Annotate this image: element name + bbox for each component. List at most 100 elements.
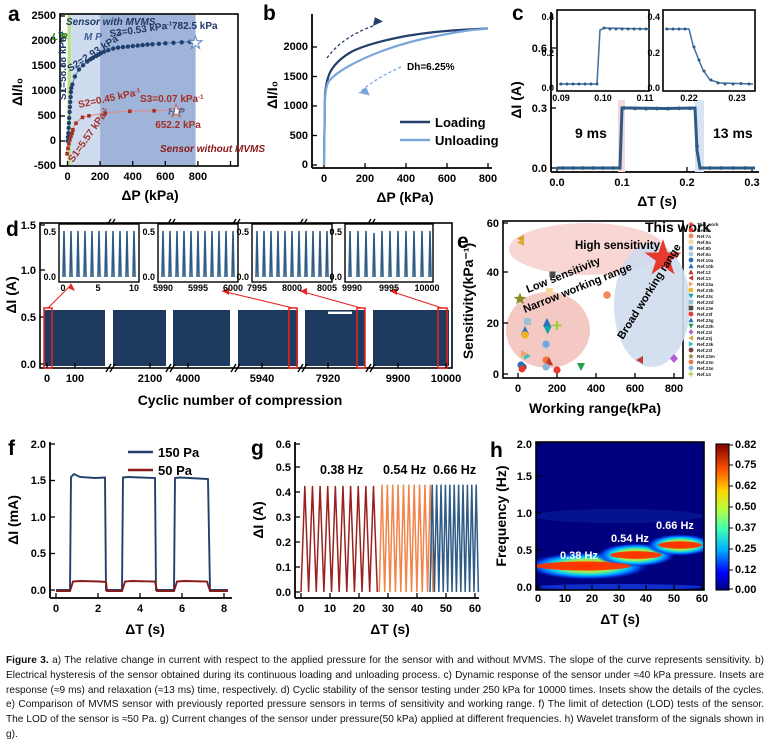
- svg-text:0.75: 0.75: [735, 459, 756, 471]
- panel-h-xticks: 0 10 20 30 40 50 60: [535, 593, 708, 605]
- svg-text:1000: 1000: [284, 100, 308, 112]
- svg-text:20: 20: [353, 603, 365, 615]
- svg-text:0.0: 0.0: [647, 83, 660, 93]
- svg-text:0.23: 0.23: [728, 93, 746, 103]
- svg-text:0.0: 0.0: [21, 359, 36, 371]
- legend-label: Ref.23o: [697, 366, 714, 371]
- svg-text:1.5: 1.5: [517, 471, 532, 483]
- panel-f-chart: 0.0 0.5 1.0 1.5 2.0 0 2 4 6 8 ΔT (s) ΔI …: [5, 439, 232, 637]
- panel-a-blue-max-star: [187, 34, 204, 50]
- svg-text:0.6: 0.6: [276, 439, 291, 451]
- panel-a-mp-label: M P: [84, 32, 102, 43]
- panel-d-inset-4: 0.0 0.5 9990 9995 10000: [329, 223, 440, 293]
- legend-label: Ref.23i: [697, 330, 712, 335]
- panel-f-xticks: 0 2 4 6 8: [53, 603, 227, 615]
- panel-e-xlabel: Working range(kPa): [529, 400, 661, 416]
- svg-text:10: 10: [559, 593, 571, 605]
- legend-marker: [688, 311, 694, 317]
- panel-c: c 0.0 0.3 0.6 0.0 0.1 0.2 0.3 ΔT (s) ΔI …: [505, 0, 769, 218]
- panel-h-label-054: 0.54 Hz: [611, 533, 649, 545]
- legend-label: Ref.23j: [697, 336, 712, 341]
- legend-marker: [688, 335, 694, 341]
- svg-text:1500: 1500: [32, 60, 56, 72]
- figure-3-panels: a -500 0 500 1000 1500 2000 2500: [3, 0, 769, 637]
- svg-text:-500: -500: [34, 160, 56, 172]
- svg-text:0: 0: [535, 593, 541, 605]
- legend-label: Ref.23d: [697, 300, 714, 305]
- panel-e-xticks: 0 200 400 600 800: [515, 383, 683, 395]
- panel-g-xlabel: ΔT (s): [370, 621, 410, 637]
- panel-c-chart: 0.0 0.3 0.6 0.0 0.1 0.2 0.3 ΔT (s) ΔI (A…: [508, 9, 760, 209]
- svg-text:4000: 4000: [176, 373, 200, 385]
- panel-b-yticks: 0 500 1000 1500 2000: [284, 41, 308, 171]
- legend-marker: [688, 317, 694, 323]
- panel-g-chart: 0.0 0.1 0.2 0.3 0.4 0.5 0.6 0 10 20 30 4…: [250, 439, 481, 637]
- svg-text:0.5: 0.5: [276, 462, 291, 474]
- panel-h-xlabel: ΔT (s): [600, 611, 640, 627]
- panel-h-letter: h: [490, 439, 503, 462]
- panel-d-axes: [39, 222, 453, 369]
- svg-text:0.0: 0.0: [276, 587, 291, 599]
- panel-c-fall-label: 13 ms: [713, 125, 753, 141]
- svg-text:0.82: 0.82: [735, 439, 756, 451]
- svg-text:0.1: 0.1: [614, 177, 629, 189]
- panel-b-legend-loading: Loading: [435, 115, 486, 130]
- svg-text:0.3: 0.3: [532, 103, 547, 115]
- panel-d-xticks: 0 100 2100 4000 5940 7920 9900 10000: [44, 373, 461, 385]
- panel-a-ylabel: ΔI/I₀: [9, 78, 25, 106]
- panel-a-s1-blue: S1=58.88 kPa-1: [58, 30, 69, 100]
- legend-label: Ref.23k: [697, 342, 714, 347]
- svg-text:0.5: 0.5: [21, 312, 36, 324]
- panel-f-xlabel: ΔT (s): [125, 621, 165, 637]
- svg-text:30: 30: [613, 593, 625, 605]
- panel-f-50pa-trace: [56, 580, 228, 592]
- panel-a-red-points: [65, 109, 156, 156]
- svg-text:40: 40: [411, 603, 423, 615]
- legend-marker: [688, 293, 694, 299]
- panel-a-chart: -500 0 500 1000 1500 2000 2500 0 200 400…: [9, 10, 265, 203]
- legend-marker: [688, 359, 694, 365]
- panel-c-pulse-curve: [557, 106, 755, 170]
- svg-text:5990: 5990: [153, 283, 173, 293]
- panel-a-lp-label: L P: [52, 32, 68, 43]
- svg-text:0.4: 0.4: [276, 487, 292, 499]
- panel-a-axes: [59, 13, 239, 167]
- svg-text:0: 0: [321, 173, 327, 185]
- svg-text:0.0: 0.0: [43, 272, 56, 282]
- svg-text:0.4: 0.4: [541, 12, 554, 22]
- panel-b-unloading-curve: [322, 27, 489, 166]
- svg-text:400: 400: [587, 383, 605, 395]
- panel-a-xticks: 0 200 400 600 800: [64, 171, 207, 183]
- svg-text:0.10: 0.10: [594, 93, 612, 103]
- svg-text:10: 10: [129, 283, 139, 293]
- svg-text:1000: 1000: [32, 85, 56, 97]
- svg-text:0.0: 0.0: [517, 582, 532, 594]
- svg-text:0: 0: [302, 159, 308, 171]
- panel-a-max-red: 652.2 kPa: [155, 120, 201, 131]
- panel-g-xticks: 0 10 20 30 40 50 60: [298, 603, 481, 615]
- svg-text:0.5: 0.5: [236, 227, 249, 237]
- svg-text:600: 600: [438, 173, 456, 185]
- svg-text:20: 20: [487, 318, 499, 330]
- svg-text:8: 8: [221, 603, 227, 615]
- svg-text:600: 600: [156, 171, 174, 183]
- legend-label: Ref.8b: [697, 246, 711, 251]
- panel-b-hysteresis-label: Dh=6.25%: [407, 62, 455, 73]
- svg-text:50: 50: [668, 593, 680, 605]
- panel-b-chart: 0 500 1000 1500 2000 0 200 400 600 800 Δ…: [264, 14, 499, 205]
- svg-text:0.12: 0.12: [735, 564, 756, 576]
- waveform-segment: [429, 484, 480, 593]
- svg-text:0.62: 0.62: [735, 480, 756, 492]
- svg-text:60: 60: [696, 593, 708, 605]
- svg-text:9990: 9990: [342, 283, 362, 293]
- svg-text:1.0: 1.0: [31, 512, 46, 524]
- legend-label: Ref.23h: [697, 324, 714, 329]
- panel-f-legend-50pa: 50 Pa: [158, 463, 193, 478]
- legend-marker: [688, 329, 694, 335]
- svg-text:400: 400: [124, 171, 142, 183]
- panel-c-letter: c: [512, 2, 524, 25]
- panel-b: b 0 500 1000 1500 2000 0 200 400 600 800: [255, 0, 505, 218]
- legend-label: Ref.10a: [697, 258, 714, 263]
- panel-a-red-max-star: [167, 102, 185, 119]
- panel-h-ylabel: Frequency (Hz): [493, 465, 509, 566]
